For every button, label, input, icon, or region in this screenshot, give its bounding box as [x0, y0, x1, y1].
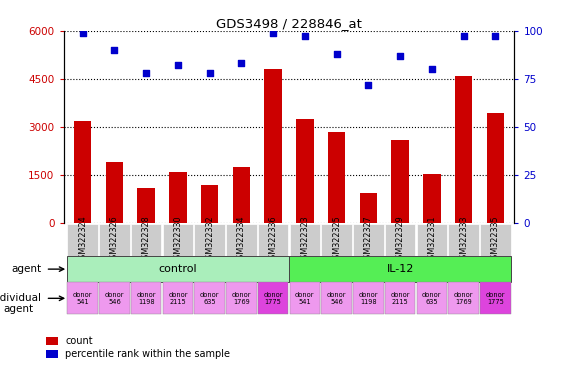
- Text: donor
1769: donor 1769: [454, 292, 473, 305]
- Bar: [99, 282, 129, 314]
- Text: donor
1775: donor 1775: [264, 292, 283, 305]
- Bar: [480, 282, 510, 314]
- Bar: [66, 257, 289, 282]
- Text: GSM322333: GSM322333: [459, 216, 468, 264]
- Bar: [423, 174, 440, 223]
- Text: donor
541: donor 541: [295, 292, 314, 305]
- Bar: [138, 188, 155, 223]
- Text: donor
1198: donor 1198: [136, 292, 156, 305]
- Bar: [296, 119, 314, 223]
- Text: agent: agent: [11, 264, 41, 274]
- Point: [269, 30, 278, 36]
- Text: donor
546: donor 546: [327, 292, 346, 305]
- Bar: [289, 257, 512, 282]
- Text: donor
1198: donor 1198: [358, 292, 378, 305]
- Text: GSM322327: GSM322327: [364, 215, 373, 264]
- Text: GSM322326: GSM322326: [110, 215, 119, 264]
- FancyBboxPatch shape: [417, 224, 447, 256]
- FancyBboxPatch shape: [226, 224, 257, 256]
- Text: donor
2115: donor 2115: [168, 292, 188, 305]
- FancyBboxPatch shape: [353, 224, 384, 256]
- FancyBboxPatch shape: [385, 224, 416, 256]
- FancyBboxPatch shape: [194, 224, 225, 256]
- Bar: [360, 193, 377, 223]
- Title: GDS3498 / 228846_at: GDS3498 / 228846_at: [216, 17, 362, 30]
- Bar: [106, 162, 123, 223]
- Point: [459, 33, 468, 40]
- Bar: [449, 282, 479, 314]
- Bar: [162, 282, 193, 314]
- Bar: [353, 282, 384, 314]
- Point: [78, 30, 87, 36]
- Point: [142, 70, 151, 76]
- Text: GSM322324: GSM322324: [78, 215, 87, 264]
- Bar: [487, 113, 504, 223]
- Text: donor
635: donor 635: [200, 292, 220, 305]
- FancyBboxPatch shape: [480, 224, 510, 256]
- Bar: [131, 282, 161, 314]
- Bar: [385, 282, 416, 314]
- Text: IL-12: IL-12: [387, 264, 414, 274]
- FancyBboxPatch shape: [68, 224, 98, 256]
- Point: [205, 70, 214, 76]
- Point: [300, 33, 309, 40]
- Bar: [169, 172, 187, 223]
- Text: GSM322328: GSM322328: [142, 215, 151, 264]
- FancyBboxPatch shape: [162, 224, 193, 256]
- Point: [395, 53, 405, 59]
- Bar: [290, 282, 320, 314]
- Bar: [232, 167, 250, 223]
- Text: individual: individual: [0, 293, 41, 303]
- Text: agent: agent: [3, 304, 33, 314]
- Bar: [321, 282, 352, 314]
- Text: donor
2115: donor 2115: [390, 292, 410, 305]
- FancyBboxPatch shape: [290, 224, 320, 256]
- Text: GSM322336: GSM322336: [269, 216, 277, 264]
- Text: GSM322325: GSM322325: [332, 215, 341, 264]
- FancyBboxPatch shape: [449, 224, 479, 256]
- FancyBboxPatch shape: [258, 224, 288, 256]
- Bar: [194, 282, 225, 314]
- Point: [427, 66, 436, 72]
- FancyBboxPatch shape: [131, 224, 161, 256]
- Bar: [417, 282, 447, 314]
- Text: GSM322335: GSM322335: [491, 215, 500, 264]
- Bar: [455, 76, 472, 223]
- Text: donor
1769: donor 1769: [232, 292, 251, 305]
- Text: donor
546: donor 546: [105, 292, 124, 305]
- Point: [237, 60, 246, 66]
- Point: [173, 62, 183, 68]
- Bar: [74, 121, 91, 223]
- Point: [491, 33, 500, 40]
- Bar: [264, 69, 282, 223]
- Bar: [226, 282, 257, 314]
- Point: [110, 47, 119, 53]
- Bar: [258, 282, 288, 314]
- Text: control: control: [158, 264, 197, 274]
- Text: GSM322330: GSM322330: [173, 216, 183, 264]
- FancyBboxPatch shape: [99, 224, 129, 256]
- Text: donor
541: donor 541: [73, 292, 92, 305]
- Text: GSM322332: GSM322332: [205, 215, 214, 264]
- Point: [332, 51, 341, 57]
- Text: GSM322329: GSM322329: [395, 215, 405, 264]
- Bar: [328, 132, 346, 223]
- Text: GSM322331: GSM322331: [427, 216, 436, 264]
- FancyBboxPatch shape: [321, 224, 352, 256]
- Bar: [201, 185, 218, 223]
- Text: GSM322323: GSM322323: [301, 215, 309, 264]
- Bar: [391, 140, 409, 223]
- Legend: count, percentile rank within the sample: count, percentile rank within the sample: [46, 336, 231, 359]
- Text: GSM322334: GSM322334: [237, 216, 246, 264]
- Text: donor
1775: donor 1775: [486, 292, 505, 305]
- Point: [364, 81, 373, 88]
- Bar: [68, 282, 98, 314]
- Text: donor
635: donor 635: [422, 292, 442, 305]
